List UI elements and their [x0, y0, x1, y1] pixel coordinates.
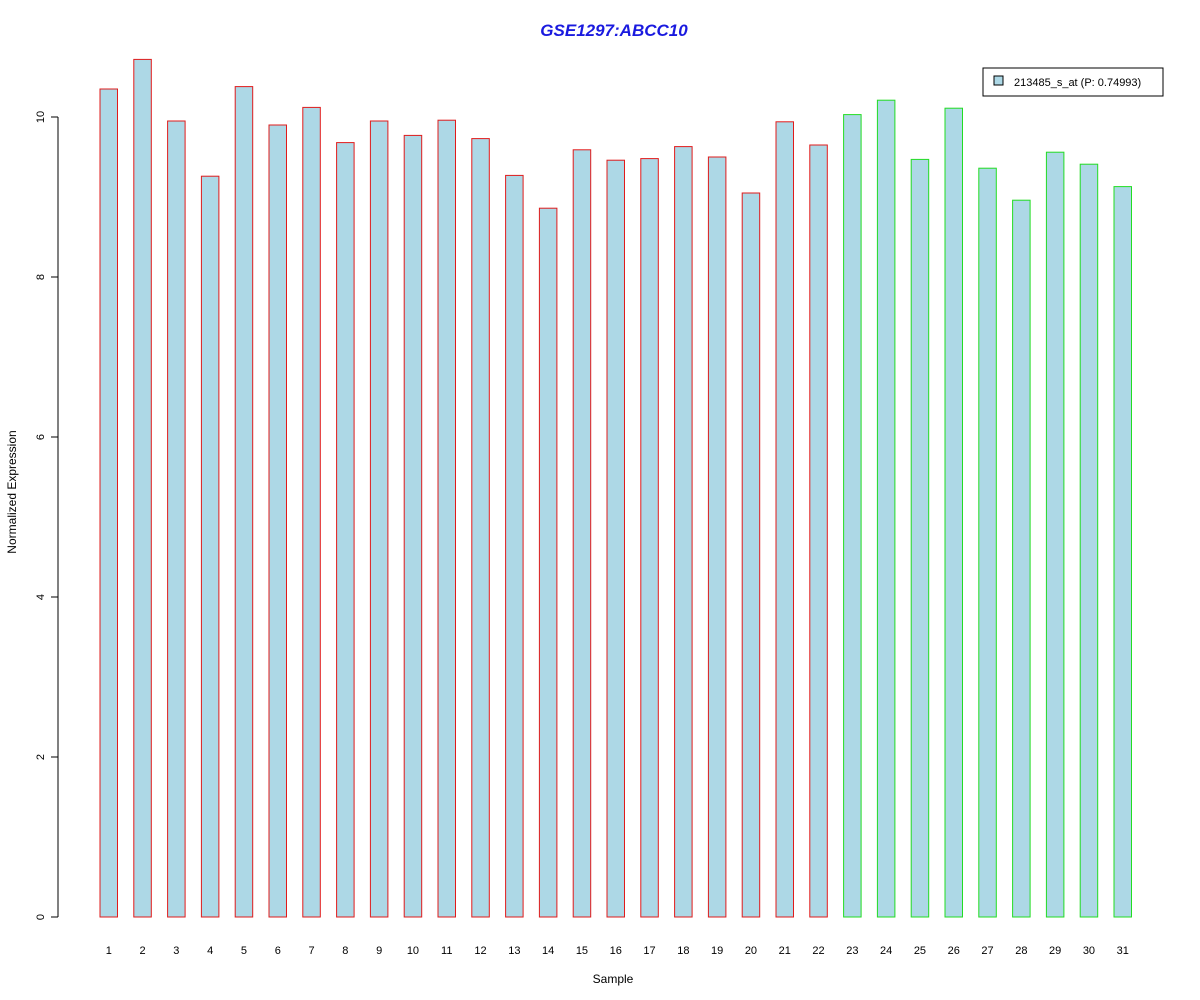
x-tick-label: 13: [508, 945, 520, 957]
bar-sample-8: [336, 142, 355, 918]
x-tick-label: 5: [241, 945, 247, 957]
x-tick-label: 22: [812, 945, 824, 957]
bar-sample-6: [268, 124, 287, 918]
bar-sample-25: [910, 158, 930, 918]
bar-sample-15: [572, 149, 592, 918]
x-tick-label: 7: [308, 945, 314, 957]
bar-sample-7: [302, 106, 321, 918]
x-tick-label: 28: [1015, 945, 1027, 957]
y-axis-ticks: 0 2 4 6 8 10: [35, 111, 58, 920]
y-tick-label: 8: [35, 274, 47, 280]
x-tick-label: 14: [542, 945, 554, 957]
chart-title: GSE1297:ABCC10: [540, 21, 688, 40]
bar-sample-2: [133, 58, 152, 918]
x-tick-label: 31: [1117, 945, 1129, 957]
bars: [99, 58, 1132, 918]
bar-sample-23: [843, 114, 862, 918]
x-tick-label: 20: [745, 945, 757, 957]
x-tick-label: 21: [779, 945, 791, 957]
x-tick-label: 3: [173, 945, 179, 957]
x-tick-label: 29: [1049, 945, 1061, 957]
bar-sample-29: [1045, 151, 1065, 918]
bar-sample-30: [1079, 163, 1099, 918]
x-tick-label: 11: [441, 945, 452, 957]
x-tick-label: 26: [948, 945, 960, 957]
x-tick-label: 9: [376, 945, 382, 957]
bar-sample-18: [674, 146, 693, 918]
x-tick-label: 6: [275, 945, 281, 957]
bar-sample-3: [167, 120, 186, 918]
bar-sample-31: [1113, 186, 1132, 918]
legend: 213485_s_at (P: 0.74993): [982, 67, 1164, 97]
bar-sample-27: [978, 167, 997, 918]
legend-label: 213485_s_at (P: 0.74993): [1014, 77, 1141, 89]
bar-sample-28: [1012, 199, 1031, 918]
x-tick-label: 17: [643, 945, 655, 957]
x-tick-label: 27: [981, 945, 993, 957]
x-tick-label: 25: [914, 945, 926, 957]
x-axis-tick-labels: 1 2 3 4 5 6 7 8 9 10 11 12 13 14 15 16 17 18 19 20 21 22 23 24 2…: [106, 945, 1129, 957]
x-tick-label: 16: [610, 945, 622, 957]
x-tick-label: 18: [677, 945, 689, 957]
bar-sample-26: [944, 107, 963, 918]
y-tick-label: 0: [35, 914, 47, 920]
x-tick-label: 2: [139, 945, 145, 957]
bar-sample-17: [640, 158, 659, 918]
bar-sample-16: [606, 159, 625, 918]
bar-sample-12: [471, 138, 490, 918]
x-tick-label: 12: [474, 945, 486, 957]
x-tick-label: 23: [846, 945, 858, 957]
y-axis-title: Normalized Expression: [5, 430, 19, 553]
y-tick-label: 6: [35, 434, 47, 440]
bar-sample-1: [99, 88, 118, 918]
bar-sample-19: [707, 156, 727, 918]
y-axis: 0 2 4 6 8 10: [35, 111, 59, 920]
y-tick-label: 2: [35, 754, 47, 760]
bar-sample-11: [437, 119, 456, 918]
bar-sample-9: [369, 120, 389, 918]
bar-sample-10: [403, 134, 423, 918]
y-tick-label: 10: [35, 111, 47, 123]
bar-sample-24: [876, 99, 896, 918]
legend-box: [982, 67, 1164, 97]
x-tick-label: 15: [576, 945, 588, 957]
bar-sample-20: [741, 192, 761, 918]
bar-sample-22: [809, 144, 828, 918]
x-axis-title: Sample: [593, 972, 634, 986]
bar-sample-13: [505, 174, 524, 918]
x-tick-label: 24: [880, 945, 892, 957]
bar-sample-5: [234, 86, 254, 918]
x-tick-label: 1: [106, 945, 112, 957]
x-tick-label: 30: [1083, 945, 1095, 957]
bar-sample-21: [775, 121, 794, 918]
bar-sample-4: [200, 175, 220, 918]
x-tick-label: 19: [711, 945, 723, 957]
x-tick-label: 4: [207, 945, 213, 957]
bar-sample-14: [538, 207, 558, 918]
y-tick-label: 4: [35, 594, 47, 600]
legend-swatch: [993, 75, 1004, 86]
x-tick-label: 10: [407, 945, 419, 957]
x-tick-label: 8: [342, 945, 348, 957]
